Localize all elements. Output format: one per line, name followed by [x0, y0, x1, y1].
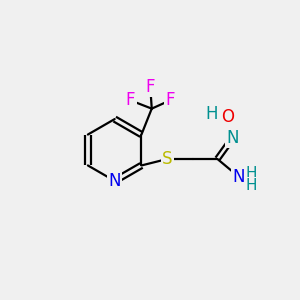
Text: H: H	[245, 166, 257, 181]
Text: S: S	[162, 150, 172, 168]
Text: F: F	[165, 92, 175, 110]
Text: N: N	[226, 129, 239, 147]
Text: O: O	[221, 108, 234, 126]
Text: N: N	[232, 168, 245, 186]
Text: H: H	[245, 178, 257, 193]
Text: H: H	[206, 105, 218, 123]
Text: F: F	[126, 92, 135, 110]
Text: F: F	[146, 77, 155, 95]
Text: N: N	[108, 172, 121, 190]
